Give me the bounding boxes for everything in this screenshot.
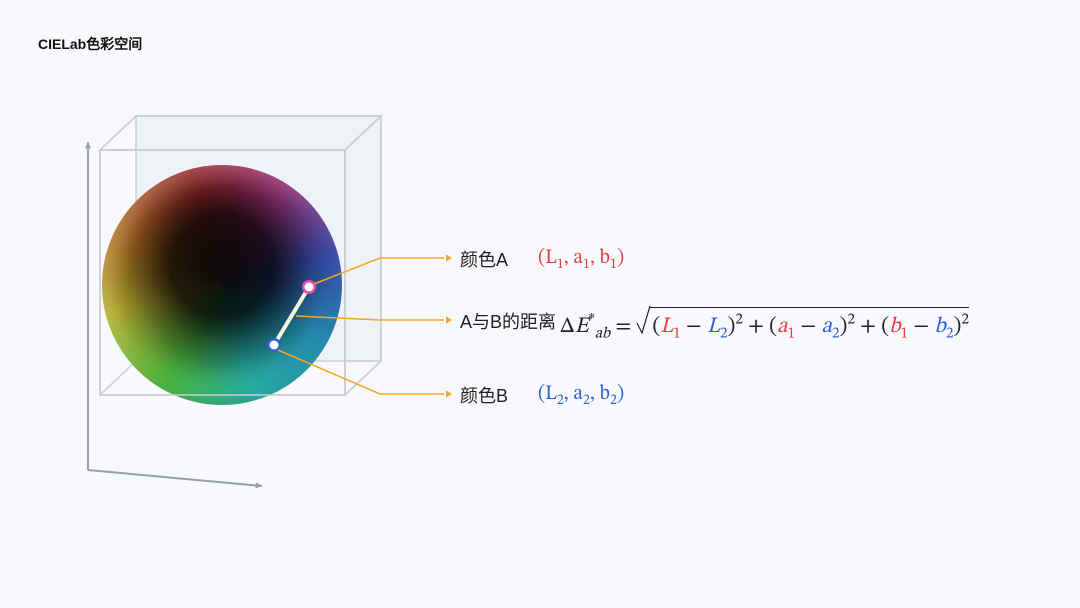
callout-B-arrow [446, 390, 452, 397]
callout-dist-arrow [446, 316, 452, 323]
formula-delta-e: ΔE*ab = (L1 − L2)2 + (a1 − a2)2 + (b1 − … [560, 307, 969, 344]
formula-color-a: (L1, a1, b1) [538, 246, 624, 274]
label-dist: A与B的距离 [460, 308, 556, 334]
formula-color-b: (L2, a2, b2) [538, 382, 624, 410]
label-A: 颜色A [460, 246, 508, 272]
axis-x [88, 470, 262, 486]
axis-y-arrow [85, 142, 91, 148]
callout-A-arrow [446, 254, 452, 261]
label-B: 颜色B [460, 382, 508, 408]
diagram-svg [0, 0, 1080, 608]
point-A [305, 283, 314, 292]
point-B [270, 341, 279, 350]
axis-x-arrow [255, 482, 262, 488]
